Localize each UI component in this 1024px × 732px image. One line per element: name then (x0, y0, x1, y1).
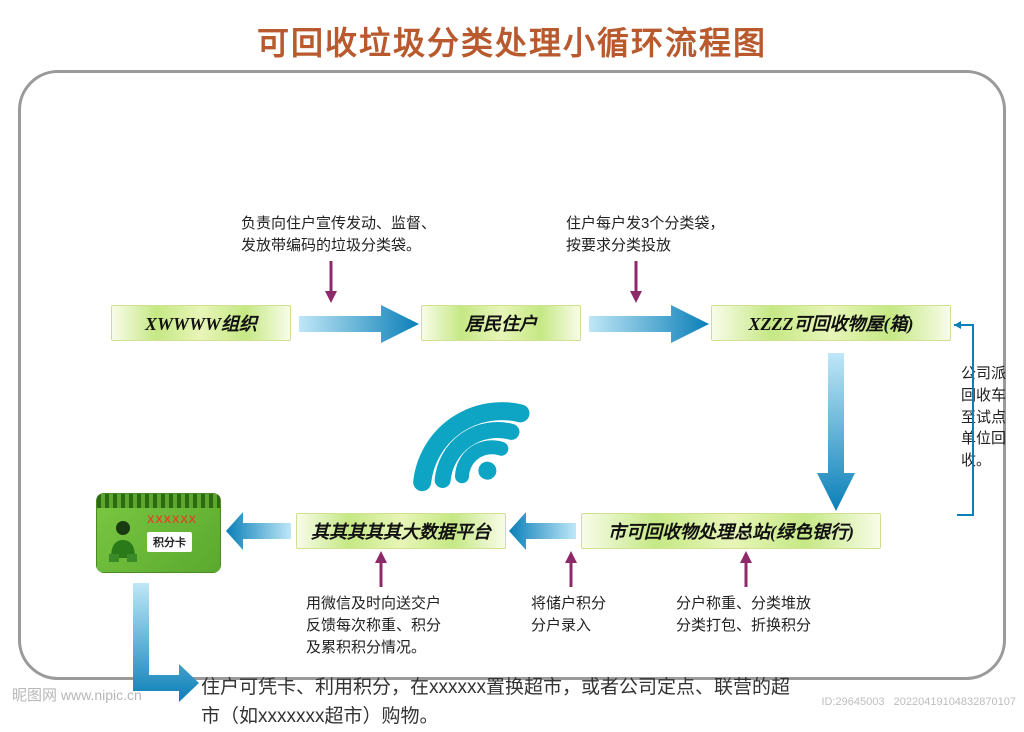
small-arrow-5 (375, 551, 387, 587)
watermark: 昵图网 www.nipic.cn (12, 687, 142, 706)
small-arrow-4 (565, 551, 577, 587)
arrow-org-to-resident (299, 305, 419, 343)
footer-text: 住户可凭卡、利用积分，在xxxxxx置换超市，或者公司定点、联营的超市（如xxx… (201, 673, 790, 732)
small-arrow-1 (325, 261, 337, 303)
thin-side-arrow (954, 321, 973, 515)
diagram-frame: XWWWW组织 居民住户 XZZZ可回收物屋(箱) 市可回收物处理总站(绿色银行… (18, 70, 1006, 680)
arrow-resident-to-bin (589, 305, 709, 343)
arrow-bin-to-station (817, 353, 855, 511)
arrow-platform-to-card (226, 512, 291, 550)
page-title: 可回收垃圾分类处理小循环流程图 (0, 0, 1024, 64)
watermark-cn: 昵图网 (12, 687, 57, 704)
watermark-en: www.nipic.cn (61, 687, 142, 703)
small-arrow-3 (740, 551, 752, 587)
flow-arrows (21, 73, 1009, 683)
arrow-station-to-platform (509, 512, 576, 550)
small-arrow-2 (630, 261, 642, 303)
id-stamp: ID:29645003 20220419104832870107 (821, 696, 1016, 708)
arrow-card-to-footer (133, 583, 199, 702)
